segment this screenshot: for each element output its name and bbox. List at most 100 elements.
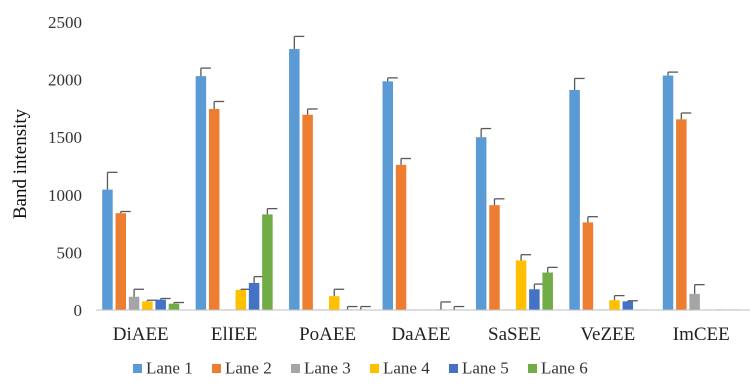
legend: Lane 1 Lane 2 Lane 3 Lane 4 Lane 5 Lane 6 — [133, 359, 588, 378]
x-tick-label: ElIEE — [211, 324, 257, 345]
bar-lane-4 — [235, 289, 247, 310]
x-tick-label: DiAEE — [113, 324, 169, 345]
bar-group-poaee — [289, 35, 371, 311]
x-tick-label: VeZEE — [580, 324, 635, 345]
bar-lane-6 — [262, 214, 273, 310]
error-bar — [133, 288, 145, 297]
error-bar — [520, 254, 532, 261]
error-bar — [453, 305, 465, 310]
legend-swatch — [212, 364, 221, 373]
error-bar — [680, 112, 692, 120]
error-bar — [387, 77, 398, 82]
error-bar — [360, 305, 371, 310]
bar-lane-2 — [115, 213, 127, 310]
bar-lane-2 — [302, 114, 313, 311]
legend-item: Lane 5 — [449, 359, 509, 378]
legend-label: Lane 2 — [225, 359, 272, 378]
bar-group-eliee — [195, 67, 278, 310]
error-bar — [440, 301, 451, 310]
error-bar — [587, 216, 598, 223]
bar-lane-4 — [142, 301, 153, 310]
x-tick-label: DaAEE — [391, 324, 450, 345]
legend-label: Lane 5 — [462, 359, 509, 378]
bar-lane-5 — [155, 299, 166, 310]
bar-lane-1 — [289, 49, 300, 311]
error-bar — [120, 210, 131, 214]
error-bar — [547, 266, 558, 273]
error-bar — [627, 300, 638, 302]
error-bar — [160, 297, 171, 300]
legend-swatch — [133, 364, 142, 373]
y-tick-label: 2500 — [48, 13, 82, 32]
legend-swatch — [528, 364, 537, 373]
legend-label: Lane 3 — [304, 359, 351, 378]
bar-lane-4 — [609, 300, 620, 310]
bar-lane-6 — [168, 303, 180, 310]
bar-lane-2 — [395, 164, 407, 310]
y-tick-label: 0 — [74, 301, 83, 320]
error-bar — [293, 35, 305, 50]
bar-group-sasee — [475, 127, 558, 310]
bar-lane-1 — [475, 137, 487, 310]
x-tick-label: ImCEE — [673, 324, 730, 345]
bar-lane-5 — [248, 282, 260, 310]
error-bar — [266, 207, 278, 215]
legend-item: Lane 2 — [212, 359, 272, 378]
legend-swatch — [370, 364, 379, 373]
error-bar — [213, 100, 225, 109]
bar-lane-3 — [689, 293, 700, 310]
legend-swatch — [449, 364, 458, 373]
legend-item: Lane 4 — [370, 359, 430, 378]
legend-label: Lane 4 — [383, 359, 430, 378]
bar-lane-6 — [542, 272, 553, 310]
y-tick-label: 1000 — [48, 186, 82, 205]
legend-item: Lane 3 — [291, 359, 351, 378]
bar-lane-3 — [128, 296, 140, 310]
bar-lane-1 — [662, 75, 674, 311]
legend-item: Lane 6 — [528, 359, 588, 378]
error-bar — [480, 127, 492, 138]
bar-group-daaee — [382, 77, 465, 310]
y-tick-label: 500 — [57, 243, 83, 262]
bar-group-vezee — [569, 77, 647, 310]
error-bar — [493, 198, 505, 206]
bar-lane-4 — [515, 260, 527, 310]
y-tick-label: 1500 — [48, 128, 82, 147]
error-bar — [693, 284, 705, 294]
y-tick-label: 2000 — [48, 71, 82, 90]
error-bar — [106, 171, 118, 190]
x-tick-label: SaSEE — [488, 324, 541, 345]
error-bar — [333, 288, 345, 297]
bar-group-diaee — [102, 171, 184, 310]
legend-item: Lane 1 — [133, 359, 193, 378]
bar-lane-5 — [529, 289, 540, 310]
bar-lane-4 — [328, 296, 340, 310]
bar-lane-2 — [489, 205, 500, 310]
bar-lane-1 — [382, 81, 393, 310]
y-axis-title: Band intensity — [10, 108, 31, 219]
bar-lane-1 — [569, 89, 580, 310]
bar-lane-2 — [208, 108, 220, 310]
error-bar — [613, 294, 625, 301]
bar-lane-5 — [622, 301, 634, 310]
x-axis: DiAEE ElIEE PoAEE DaAEE SaSEE VeZEE ImCEE — [113, 324, 730, 345]
error-bar — [400, 157, 412, 165]
x-tick-label: PoAEE — [299, 324, 356, 345]
bar-lane-2 — [676, 119, 687, 311]
error-bar — [173, 301, 184, 304]
y-axis: 0 500 1000 1500 2000 2500 — [48, 13, 82, 320]
bar-series-group — [102, 35, 740, 311]
legend-swatch — [291, 364, 300, 373]
bar-lane-1 — [102, 189, 113, 310]
legend-label: Lane 6 — [541, 359, 588, 378]
error-bar — [573, 77, 585, 90]
bar-lane-1 — [195, 76, 207, 310]
error-bar — [346, 305, 358, 310]
bar-group-imcee — [662, 71, 740, 311]
error-bar — [200, 67, 211, 77]
bar-lane-2 — [582, 222, 594, 310]
legend-label: Lane 1 — [146, 359, 193, 378]
error-bar — [306, 108, 318, 115]
error-bar — [667, 71, 679, 76]
